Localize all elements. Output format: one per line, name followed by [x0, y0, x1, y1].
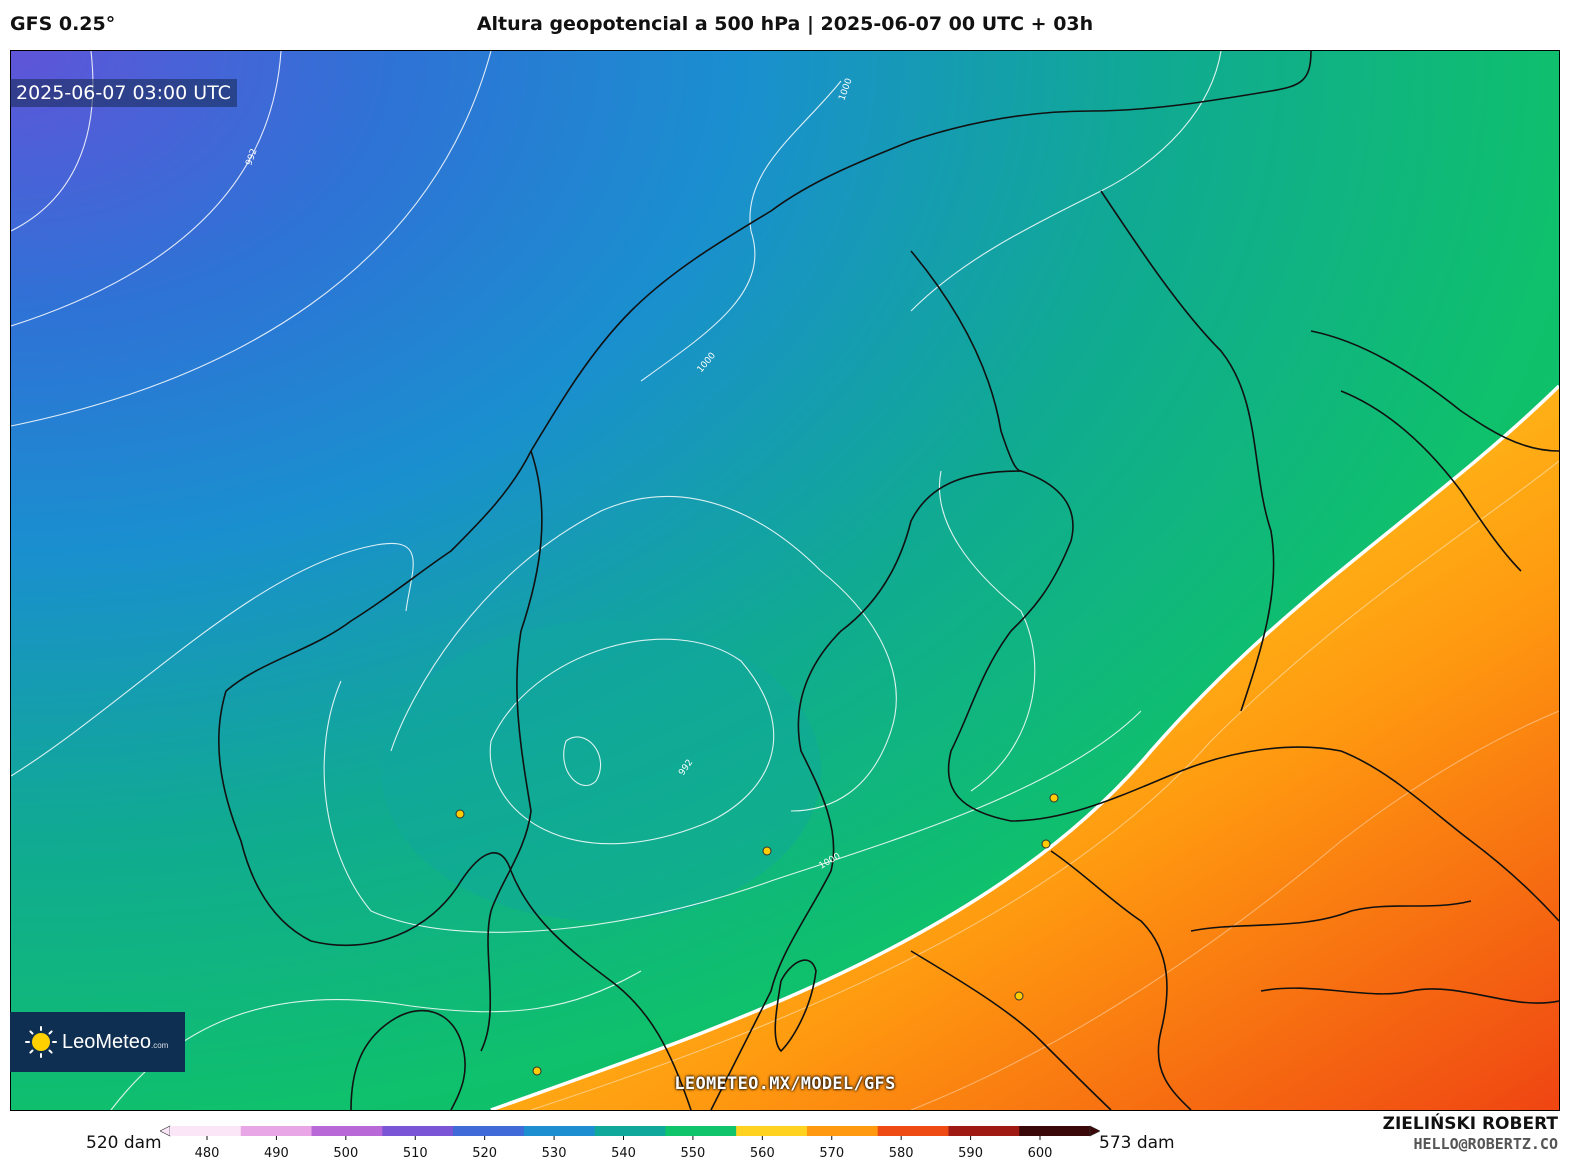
- coastline-denmark: [350, 1009, 466, 1110]
- logo-suffix: .com: [150, 1040, 169, 1050]
- colorbar-segment: [665, 1126, 737, 1136]
- boundary-552-line: [490, 384, 1559, 1110]
- colorbar-segment: [311, 1126, 383, 1136]
- isobar-group: [11, 51, 1559, 1110]
- colorbar-ticks: 480 490 500 510 520 530 540 550 560 570 580 590 600: [195, 1136, 1053, 1160]
- isobar-line: [563, 736, 602, 787]
- colorbar-segment: [382, 1126, 454, 1136]
- low-centre-tint: [381, 621, 821, 921]
- leometeo-logo[interactable]: LeoMeteo.com: [10, 1012, 185, 1072]
- isobar-line: [11, 51, 282, 327]
- colorbar-tick-label: 570: [819, 1146, 844, 1160]
- colorbar-tick-label: 530: [542, 1146, 567, 1160]
- isobar-line: [11, 542, 414, 777]
- geopotential-map: 1000 992 1000 992 1000: [11, 51, 1559, 1110]
- colorbar-segment: [806, 1126, 879, 1136]
- coastline-group: [218, 51, 1559, 1110]
- border-se-fi: [910, 250, 1022, 472]
- watermark-url: LEOMETEO.MX/MODEL/GFS: [674, 1074, 896, 1094]
- city-marker-tallinn[interactable]: [1041, 839, 1051, 849]
- border-baltic-ru: [1180, 746, 1559, 922]
- coastline-sweden: [710, 470, 1074, 1110]
- colorbar-segment: [877, 1126, 949, 1136]
- isobar-line: [489, 638, 775, 845]
- logo-name: LeoMeteo: [62, 1030, 151, 1053]
- colorbar-tick-label: 560: [750, 1146, 775, 1160]
- colorbar-tick-label: 600: [1028, 1146, 1053, 1160]
- colorbar-segment: [594, 1126, 666, 1136]
- colorbar-max-label: 573 dam: [1099, 1133, 1175, 1153]
- logo-text: LeoMeteo.com: [62, 1031, 168, 1054]
- colorbar-segment: [453, 1126, 525, 1136]
- isobar-line: [390, 495, 897, 812]
- isobar-line: [939, 470, 1036, 792]
- border-fi-ru: [1100, 190, 1275, 712]
- colorbar-segment: [948, 1126, 1020, 1136]
- colorbar-arrow-right: [1089, 1125, 1100, 1137]
- coastline-baltics: [1050, 850, 1192, 1110]
- colorbar-segments: [160, 1125, 1100, 1137]
- colorbar-segment: [170, 1126, 242, 1136]
- border-poland: [910, 950, 1112, 1110]
- coastline-white-sea: [1340, 390, 1522, 572]
- colorbar-tick-label: 520: [472, 1146, 497, 1160]
- field-warm: [491, 386, 1559, 1110]
- border-east: [1190, 900, 1472, 932]
- border-no-se: [480, 450, 543, 1052]
- valid-time-badge: 2025-06-07 03:00 UTC: [10, 79, 237, 107]
- coastline-skagerrak: [218, 690, 692, 1110]
- model-label: GFS 0.25°: [10, 13, 116, 35]
- isobar-line: [640, 80, 842, 382]
- city-marker-copenhagen[interactable]: [532, 1066, 542, 1076]
- colorbar-segment: [736, 1126, 808, 1136]
- colorbar-segment: [1019, 1126, 1091, 1136]
- map-title: Altura geopotencial a 500 hPa | 2025-06-…: [476, 13, 1094, 35]
- coastline-finland: [947, 630, 1182, 822]
- colorbar-segment: [523, 1126, 596, 1136]
- colorbar-tick-label: 550: [681, 1146, 706, 1160]
- author-name: ZIELIŃSKI ROBERT: [1382, 1114, 1558, 1134]
- isobar-line: [910, 51, 1222, 312]
- colorbar-arrow-left: [160, 1125, 171, 1137]
- isobar-line: [323, 680, 1142, 933]
- colorbar-tick-label: 500: [333, 1146, 358, 1160]
- sun-icon: [25, 1026, 57, 1058]
- colorbar-tick-label: 580: [889, 1146, 914, 1160]
- coastline-kola: [1310, 330, 1559, 452]
- isobar-line: [11, 51, 492, 427]
- colorbar-min-label: 520 dam: [86, 1133, 162, 1153]
- island-gotland: [774, 959, 817, 1052]
- city-marker-riga[interactable]: [1014, 991, 1024, 1001]
- isobar-line: [910, 710, 1559, 1110]
- colorbar: 480 490 500 510 520 530 540 550 560 570 580 590 600: [160, 1125, 1100, 1160]
- city-marker-stockholm[interactable]: [762, 846, 772, 856]
- colorbar-tick-label: 490: [264, 1146, 289, 1160]
- colorbar-segment: [240, 1126, 313, 1136]
- map-view[interactable]: 1000 992 1000 992 1000: [10, 50, 1560, 1111]
- city-markers: [455, 793, 1059, 1076]
- coastline-norway: [225, 51, 1312, 692]
- colorbar-tick-label: 590: [958, 1146, 983, 1160]
- border-east-2: [1260, 987, 1559, 1004]
- colorbar-tick-label: 480: [195, 1146, 220, 1160]
- city-marker-helsinki[interactable]: [1049, 793, 1059, 803]
- author-email: HELLO@ROBERTZ.CO: [1413, 1135, 1559, 1153]
- isobar-line: [530, 460, 1559, 1110]
- city-marker-oslo[interactable]: [455, 809, 465, 819]
- colorbar-tick-label: 540: [611, 1146, 636, 1160]
- colorbar-tick-label: 510: [403, 1146, 428, 1160]
